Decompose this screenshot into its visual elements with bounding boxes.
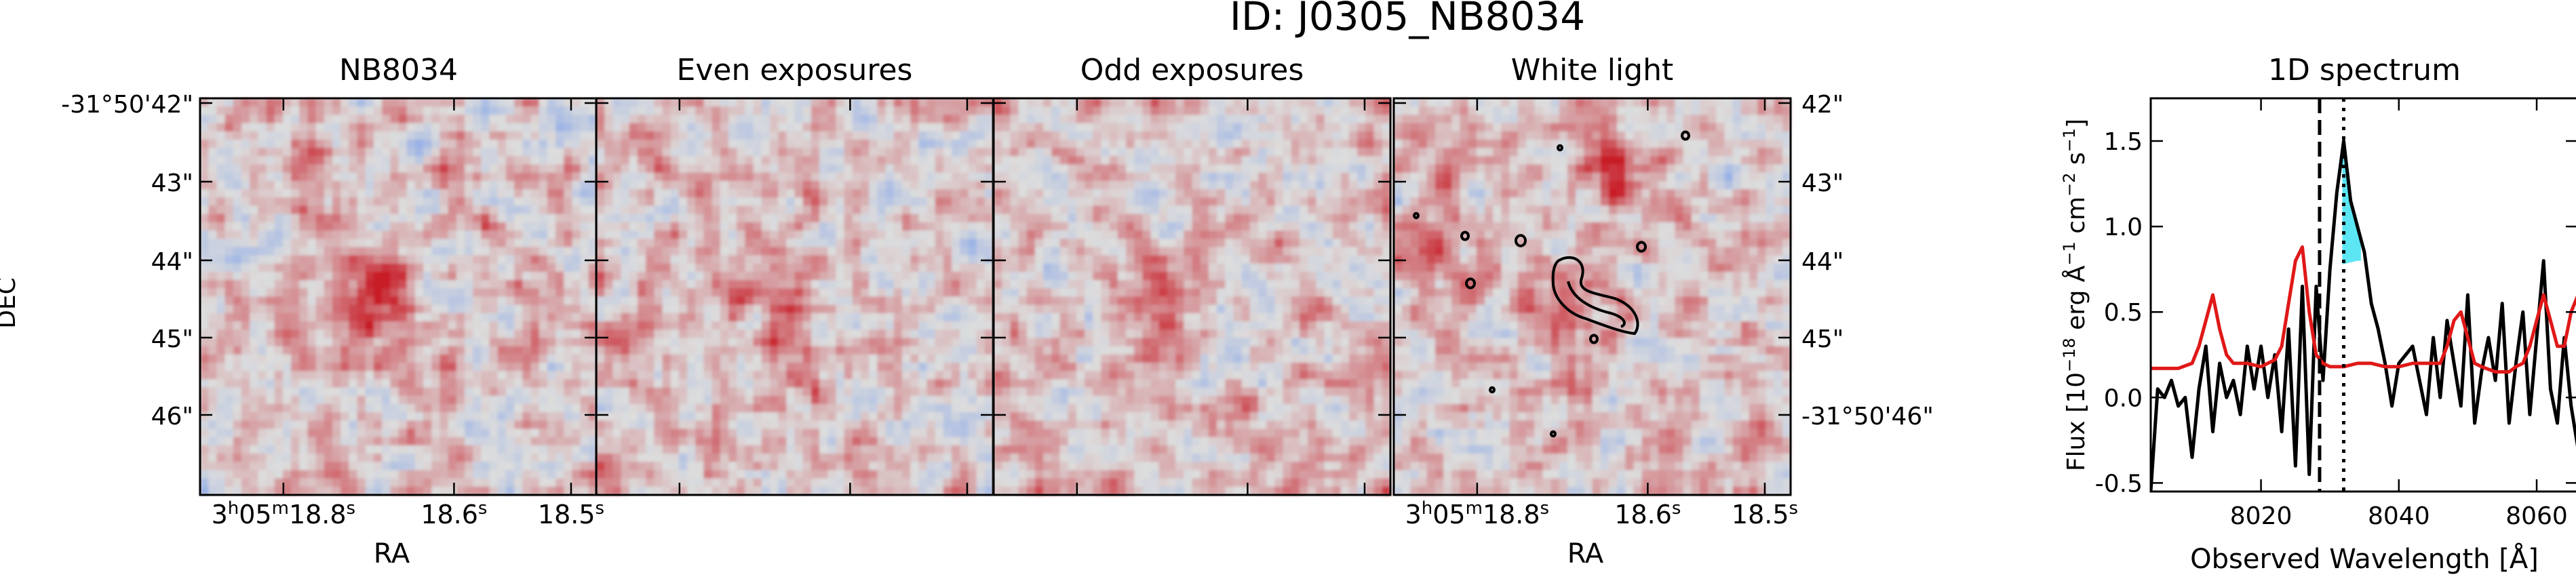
image-panel: NB8034 bbox=[200, 53, 598, 496]
ra-tick-label: 3h05m18.8s bbox=[212, 498, 356, 529]
image-pixels bbox=[596, 98, 994, 496]
dec-tick-label: 42" bbox=[1801, 91, 1843, 119]
y-tick-label: 1.0 bbox=[2104, 214, 2143, 241]
dec-tick-label: 44" bbox=[151, 248, 193, 276]
image-panel: Odd exposures bbox=[994, 53, 1391, 496]
x-tick-label: 8060 bbox=[2505, 502, 2568, 530]
image-panel: White light bbox=[1394, 53, 1791, 496]
dec-tick-label: 45" bbox=[151, 325, 193, 353]
y-tick-label: 0.5 bbox=[2104, 299, 2143, 327]
panel-title: White light bbox=[1511, 53, 1673, 87]
ra-tick-label: 18.5s bbox=[538, 498, 604, 529]
ra-axis-label: RA bbox=[1567, 538, 1604, 569]
ra-tick-label: 18.6s bbox=[421, 498, 487, 529]
spectrum-plot-area bbox=[2151, 98, 2576, 492]
dec-tick-label: 43" bbox=[1801, 169, 1843, 197]
y-tick-label: -0.5 bbox=[2095, 470, 2143, 498]
image-panel: Even exposures bbox=[596, 53, 994, 496]
image-panels: NB8034 Even exposures Odd exposures White l… bbox=[61, 53, 1934, 569]
dec-tick-label: -31°50'42" bbox=[61, 91, 193, 119]
y-tick-label: 1.5 bbox=[2104, 128, 2143, 156]
panel-title: Even exposures bbox=[677, 53, 913, 87]
ra-axis-label: RA bbox=[374, 538, 410, 569]
spectrum-frame bbox=[2151, 98, 2576, 492]
spectrum-panel: 8020 8040 8060 -0.5 0.0 0.5 1.0 1.5 1D spectrum O… bbox=[2060, 53, 2576, 575]
dec-tick-label: 44" bbox=[1801, 248, 1843, 276]
panel-title: Odd exposures bbox=[1080, 53, 1304, 87]
ra-tick-label: 18.5s bbox=[1732, 498, 1798, 529]
y-tick-label: 0.0 bbox=[2104, 384, 2143, 412]
panel-title: NB8034 bbox=[339, 53, 458, 87]
ra-tick-label: 3h05m18.8s bbox=[1405, 498, 1550, 529]
spectrum-xlabel: Observed Wavelength [Å] bbox=[2190, 542, 2539, 575]
dec-tick-label: 43" bbox=[151, 169, 193, 197]
image-pixels bbox=[200, 98, 598, 496]
spectrum-flux-line bbox=[2151, 141, 2576, 492]
image-pixels bbox=[994, 98, 1391, 496]
figure-title: ID: J0305_NB8034 bbox=[1230, 0, 1585, 39]
x-tick-label: 8040 bbox=[2368, 502, 2430, 530]
image-pixels bbox=[1394, 98, 1791, 496]
dec-tick-label: 45" bbox=[1801, 325, 1843, 353]
dec-tick-label: 46" bbox=[151, 403, 193, 430]
spectrum-ylabel: Flux [10−18 erg Å−1 cm−2 s−1] bbox=[2060, 119, 2090, 471]
dec-axis-label: DEC bbox=[0, 277, 21, 329]
dec-tick-label: -31°50'46" bbox=[1801, 403, 1934, 430]
spectrum-title: 1D spectrum bbox=[2268, 53, 2461, 87]
x-tick-label: 8020 bbox=[2230, 502, 2292, 530]
ra-tick-label: 18.6s bbox=[1614, 498, 1681, 529]
spectrum-error-line bbox=[2151, 247, 2576, 372]
